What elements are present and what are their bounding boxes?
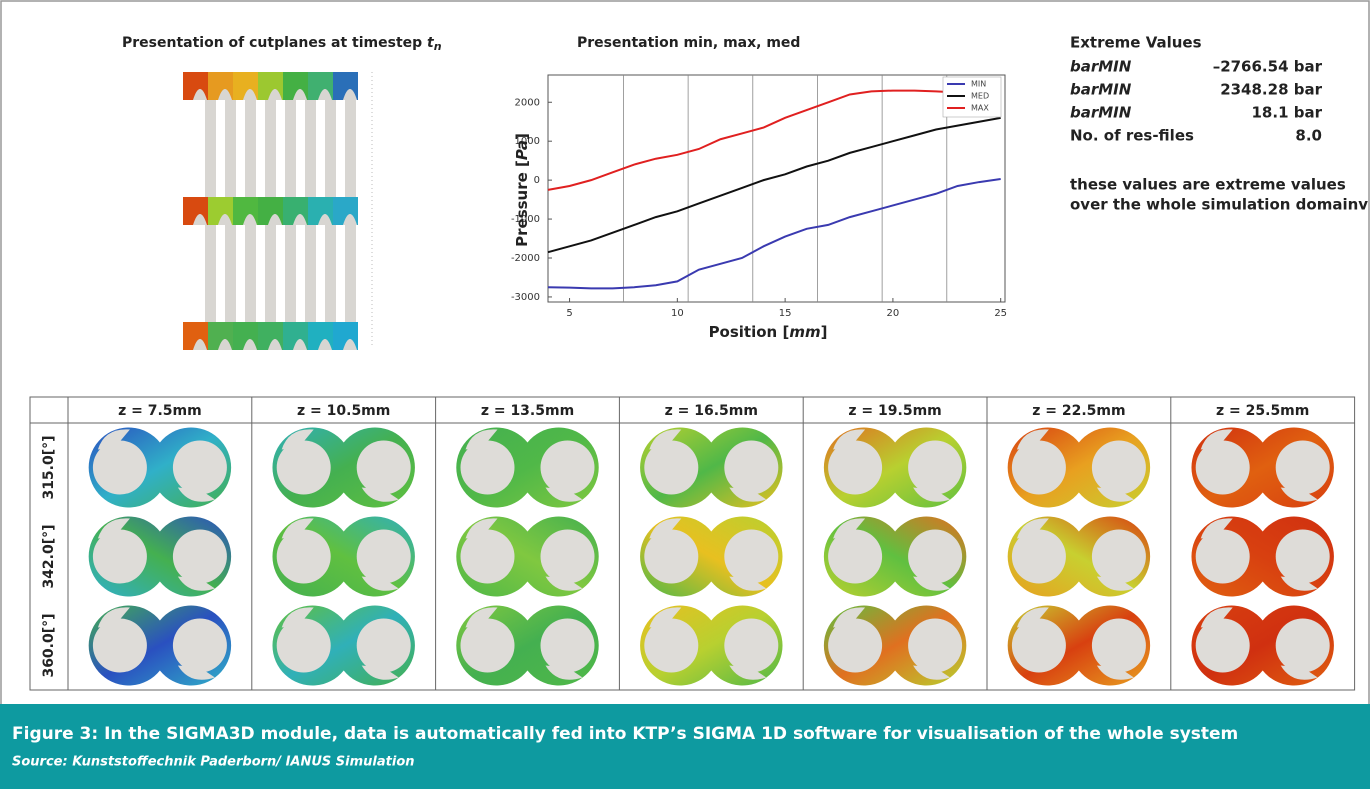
extreme-label: No. of res-files	[1070, 127, 1194, 145]
screw-core	[908, 530, 962, 584]
screw-core	[357, 619, 411, 673]
screw-core	[1276, 530, 1330, 584]
plot-area	[548, 75, 1005, 302]
extreme-label: barMIN	[1070, 81, 1132, 99]
row-header: 360.0[°]	[41, 613, 57, 677]
extreme-value: –2766.54 bar	[1213, 58, 1323, 76]
row-header: 342.0[°]	[41, 524, 57, 588]
extreme-value: 18.1 bar	[1252, 104, 1323, 122]
screw-core	[173, 441, 227, 495]
screw-core	[1092, 441, 1146, 495]
column-header: z = 16.5mm	[665, 403, 758, 419]
column-header: z = 19.5mm	[848, 403, 941, 419]
column-header: z = 10.5mm	[297, 403, 390, 419]
extreme-value: 2348.28 bar	[1220, 81, 1322, 99]
screw-core	[908, 441, 962, 495]
screw-core	[173, 530, 227, 584]
y-label-unit: Pa	[513, 140, 531, 160]
screw-core	[724, 441, 778, 495]
screw-core	[541, 530, 595, 584]
y-axis-label: Pressure [Pa]	[513, 133, 531, 247]
extreme-value: 8.0	[1295, 127, 1322, 145]
screw-core	[1276, 441, 1330, 495]
extremes-note: these values are extreme values	[1070, 176, 1346, 194]
title-sub: n	[434, 40, 442, 53]
column-header: z = 25.5mm	[1216, 403, 1309, 419]
screw-core	[173, 619, 227, 673]
extreme-label: barMIN	[1070, 104, 1132, 122]
x-tick-label: 25	[994, 308, 1007, 319]
legend-label: MAX	[971, 104, 989, 113]
y-tick-label: 0	[534, 175, 540, 186]
x-tick-label: 10	[671, 308, 684, 319]
extremes-note: over the whole simulation domainv	[1070, 196, 1368, 214]
x-label-unit: mm	[789, 323, 820, 341]
legend-label: MIN	[971, 80, 986, 89]
screw-core	[1276, 619, 1330, 673]
caption-source: Source: Kunststoffechnik Paderborn/ IANU…	[12, 755, 415, 770]
x-tick-label: 5	[566, 308, 572, 319]
y-label-close: ]	[513, 133, 531, 140]
cutplane-image	[183, 72, 372, 350]
screw-core	[541, 441, 595, 495]
x-tick-label: 20	[887, 308, 900, 319]
screw-core	[1092, 619, 1146, 673]
title-text: Presentation of cutplanes at timestep	[122, 35, 427, 51]
column-header: z = 7.5mm	[118, 403, 202, 419]
screw-core	[724, 619, 778, 673]
y-tick-label: -2000	[511, 253, 540, 264]
x-tick-label: 15	[779, 308, 792, 319]
x-axis-label: Position [mm]	[709, 323, 828, 341]
cutplane-title: Presentation of cutplanes at timestep tn	[122, 35, 442, 53]
x-label-text: Position [	[709, 323, 790, 341]
y-tick-label: -3000	[511, 292, 540, 303]
y-label-text: Pressure [	[513, 160, 531, 247]
screw-core	[1092, 530, 1146, 584]
screw-core	[357, 530, 411, 584]
screw-core	[908, 619, 962, 673]
x-label-close: ]	[821, 323, 828, 341]
legend-label: MED	[971, 92, 989, 101]
screw-core	[724, 530, 778, 584]
result-table: z = 7.5mm z = 10.5mm z = 13.5mm z = 16.5mm z…	[30, 397, 1355, 690]
caption-title: Figure 3: In the SIGMA3D module, data is…	[12, 724, 1238, 744]
y-tick-label: 2000	[515, 97, 540, 108]
column-header: z = 22.5mm	[1032, 403, 1125, 419]
row-header: 315.0[°]	[41, 435, 57, 499]
caption-bar	[0, 704, 1370, 789]
chart-title: Presentation min, max, med	[577, 35, 800, 51]
extreme-label: barMIN	[1070, 58, 1132, 76]
extreme-values: Extreme Values barMIN –2766.54 bar barMIN 23…	[1070, 34, 1368, 214]
extremes-title: Extreme Values	[1070, 34, 1202, 52]
figure: Presentation of cutplanes at timestep tn…	[0, 0, 1370, 789]
screw-core	[541, 619, 595, 673]
screw-core	[357, 441, 411, 495]
column-header: z = 13.5mm	[481, 403, 574, 419]
